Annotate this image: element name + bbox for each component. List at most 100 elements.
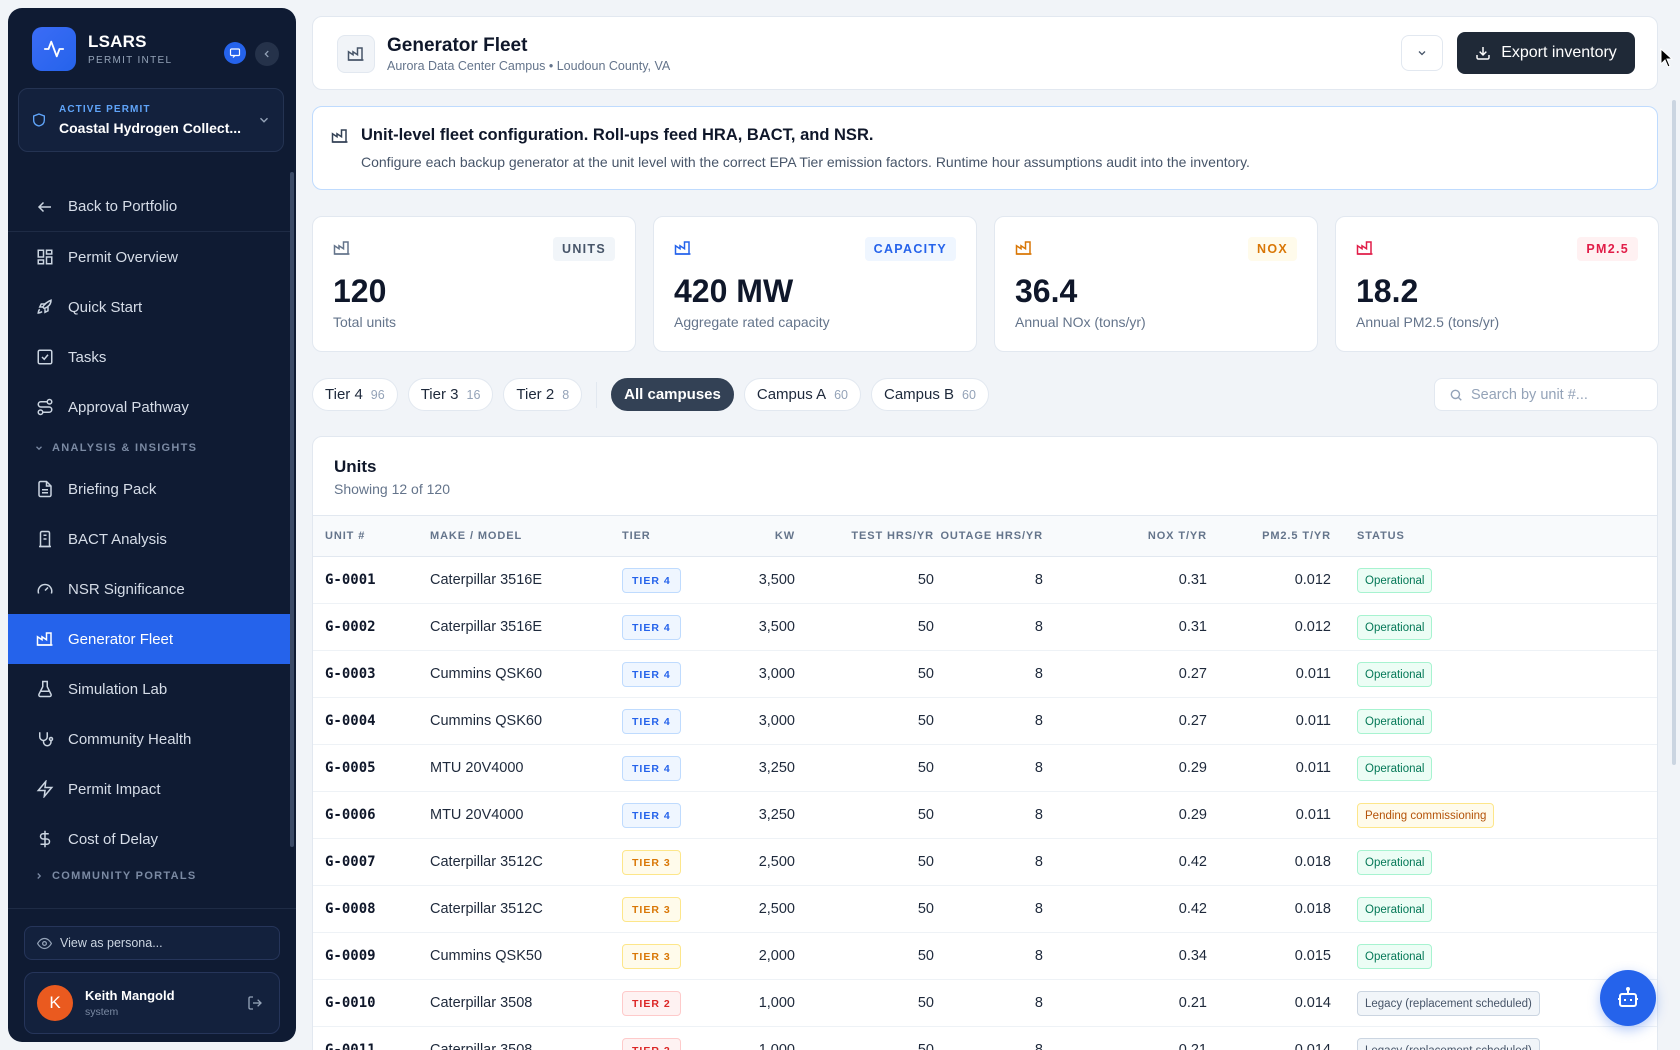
pm25-value: 0.011 bbox=[1295, 666, 1331, 682]
test-hours: 50 bbox=[917, 619, 934, 635]
test-hours: 50 bbox=[917, 666, 934, 682]
back-to-portfolio-link[interactable]: Back to Portfolio bbox=[8, 182, 290, 232]
chip-count: 96 bbox=[370, 387, 385, 402]
column-header[interactable]: PM2.5 T/YR bbox=[1262, 530, 1331, 542]
table-row[interactable]: G-0001 Caterpillar 3516E TIER 4 3,500 50 8 0.3… bbox=[313, 557, 1657, 604]
app-tagline: PERMIT INTEL bbox=[88, 55, 173, 66]
options-dropdown-button[interactable] bbox=[1401, 35, 1443, 71]
tier-badge: TIER 4 bbox=[622, 803, 681, 828]
sidebar-item-quick-start[interactable]: Quick Start bbox=[8, 282, 290, 332]
make-model: Caterpillar 3508 bbox=[430, 995, 533, 1011]
column-header[interactable]: TIER bbox=[622, 530, 651, 542]
kw-value: 3,000 bbox=[758, 666, 795, 682]
kpi-value: 420 MW bbox=[674, 273, 794, 309]
filter-chip-all-campuses[interactable]: All campuses bbox=[611, 378, 734, 411]
make-model: Caterpillar 3512C bbox=[430, 901, 543, 917]
sidebar-item-briefing-pack[interactable]: Briefing Pack bbox=[8, 464, 290, 514]
nox-value: 0.27 bbox=[1178, 713, 1207, 729]
sidebar-item-nsr-significance[interactable]: NSR Significance bbox=[8, 564, 290, 614]
section-community-portals[interactable]: COMMUNITY PORTALS bbox=[8, 864, 290, 888]
make-model: Cummins QSK60 bbox=[430, 666, 543, 682]
kpi-badge: CAPACITY bbox=[864, 237, 956, 261]
filter-chip-tier-2[interactable]: Tier 2 8 bbox=[503, 378, 583, 411]
table-row[interactable]: G-0006 MTU 20V4000 TIER 4 3,250 50 8 0.29 0.011… bbox=[313, 792, 1657, 839]
section-analysis-insights[interactable]: ANALYSIS & INSIGHTS bbox=[8, 432, 290, 464]
table-row[interactable]: G-0005 MTU 20V4000 TIER 4 3,250 50 8 0.29 0.011… bbox=[313, 745, 1657, 792]
column-header[interactable]: OUTAGE HRS/YR bbox=[940, 530, 1043, 542]
sidebar-item-permit-impact[interactable]: Permit Impact bbox=[8, 764, 290, 814]
test-hours: 50 bbox=[917, 854, 934, 870]
filter-chip-campus-a[interactable]: Campus A 60 bbox=[743, 378, 861, 411]
dollar-icon bbox=[39, 830, 51, 848]
table-row[interactable]: G-0004 Cummins QSK60 TIER 4 3,000 50 8 0.27 0.0… bbox=[313, 698, 1657, 745]
stethoscope-icon bbox=[39, 732, 54, 747]
page-scrollbar[interactable] bbox=[1672, 100, 1676, 765]
brand[interactable]: LSARS PERMIT INTEL bbox=[32, 27, 172, 71]
factory-icon bbox=[36, 632, 53, 646]
filter-chip-tier-3[interactable]: Tier 3 16 bbox=[407, 378, 494, 411]
table-row[interactable]: G-0007 Caterpillar 3512C TIER 3 2,500 50 8 0.4… bbox=[313, 839, 1657, 886]
status-badge: Operational bbox=[1357, 568, 1433, 593]
view-as-persona-button[interactable]: View as persona... bbox=[24, 926, 280, 960]
sidebar-item-cost-of-delay[interactable]: Cost of Delay bbox=[8, 814, 290, 864]
chevron-down-icon bbox=[260, 117, 268, 123]
sidebar-item-generator-fleet[interactable]: Generator Fleet bbox=[8, 614, 290, 664]
active-permit-selector[interactable]: ACTIVE PERMIT Coastal Hydrogen Collect..… bbox=[18, 88, 284, 152]
kpi-badge: PM2.5 bbox=[1577, 237, 1638, 261]
table-row[interactable]: G-0008 Caterpillar 3512C TIER 3 2,500 50 8 0.4… bbox=[313, 886, 1657, 933]
unit-number: G-0009 bbox=[325, 948, 376, 964]
active-permit-name: Coastal Hydrogen Collect... bbox=[59, 120, 242, 136]
search-placeholder: Search by unit #... bbox=[1471, 386, 1588, 403]
active-permit-label: ACTIVE PERMIT bbox=[59, 104, 151, 115]
collapse-sidebar-button[interactable] bbox=[255, 42, 279, 66]
chip-label: Campus B bbox=[883, 386, 955, 403]
column-header[interactable]: NOX T/YR bbox=[1147, 530, 1207, 542]
chip-label: All campuses bbox=[624, 386, 721, 403]
unit-search-input[interactable]: Search by unit #... bbox=[1434, 378, 1658, 411]
sidebar-item-approval-pathway[interactable]: Approval Pathway bbox=[8, 382, 290, 432]
kw-value: 3,000 bbox=[758, 713, 795, 729]
make-model: Caterpillar 3508 bbox=[430, 1042, 533, 1050]
sidebar-item-permit-overview[interactable]: Permit Overview bbox=[8, 232, 290, 282]
column-header[interactable]: STATUS bbox=[1357, 530, 1405, 542]
column-header[interactable]: UNIT # bbox=[325, 530, 366, 542]
column-header[interactable]: MAKE / MODEL bbox=[430, 530, 523, 542]
nav-label: Tasks bbox=[68, 348, 107, 366]
table-row[interactable]: G-0010 Caterpillar 3508 TIER 2 1,000 50 8 0.21… bbox=[313, 980, 1657, 1027]
table-row[interactable]: G-0009 Cummins QSK50 TIER 3 2,000 50 8 0.34 0.0… bbox=[313, 933, 1657, 980]
export-inventory-button[interactable]: Export inventory bbox=[1457, 32, 1635, 74]
unit-number: G-0002 bbox=[325, 619, 376, 635]
avatar: K bbox=[37, 985, 73, 1021]
outage-hours: 8 bbox=[1034, 854, 1043, 870]
pm25-value: 0.012 bbox=[1294, 619, 1331, 635]
table-row[interactable]: G-0003 Cummins QSK60 TIER 4 3,000 50 8 0.27 0.0… bbox=[313, 651, 1657, 698]
outage-hours: 8 bbox=[1034, 995, 1043, 1011]
outage-hours: 8 bbox=[1034, 901, 1043, 917]
sidebar-item-tasks[interactable]: Tasks bbox=[8, 332, 290, 382]
table-row[interactable]: G-0002 Caterpillar 3516E TIER 4 3,500 50 8 0.3… bbox=[313, 604, 1657, 651]
status-badge: Operational bbox=[1357, 944, 1433, 969]
chip-count: 16 bbox=[466, 387, 481, 402]
nav-label: Simulation Lab bbox=[68, 680, 168, 698]
sidebar-item-bact-analysis[interactable]: BACT Analysis bbox=[8, 514, 290, 564]
sidebar-item-community-health[interactable]: Community Health bbox=[8, 714, 290, 764]
chip-label: Tier 4 bbox=[325, 386, 363, 403]
route-icon bbox=[37, 398, 53, 416]
table-row[interactable]: G-0011 Caterpillar 3508 TIER 2 1,000 50 8 0.21… bbox=[313, 1027, 1657, 1050]
column-header[interactable]: KW bbox=[774, 530, 795, 542]
filter-chip-campus-b[interactable]: Campus B 60 bbox=[870, 378, 989, 411]
logout-icon[interactable] bbox=[247, 995, 263, 1011]
filter-chip-tier-4[interactable]: Tier 4 96 bbox=[312, 378, 398, 411]
rocket-icon bbox=[37, 299, 52, 314]
sidebar-scrollbar[interactable] bbox=[290, 172, 294, 847]
export-label: Export inventory bbox=[1501, 44, 1617, 61]
column-header[interactable]: TEST HRS/YR bbox=[851, 530, 934, 542]
unit-number: G-0003 bbox=[325, 666, 376, 682]
sidebar-item-simulation-lab[interactable]: Simulation Lab bbox=[8, 664, 290, 714]
kpi-label: Annual PM2.5 (tons/yr) bbox=[1356, 314, 1500, 330]
assistant-button[interactable] bbox=[1600, 970, 1656, 1026]
status-badge: Operational bbox=[1357, 662, 1433, 687]
nav-label: Generator Fleet bbox=[68, 630, 174, 648]
message-icon[interactable] bbox=[224, 42, 246, 64]
section-label: ANALYSIS & INSIGHTS bbox=[52, 442, 198, 454]
